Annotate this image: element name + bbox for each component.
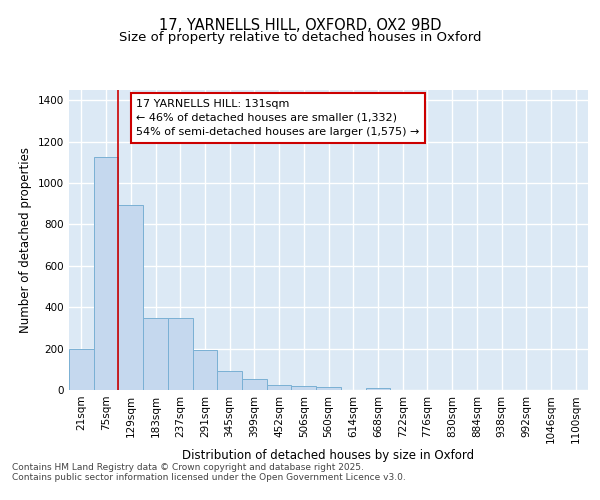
Bar — [316, 387, 341, 390]
Bar — [193, 350, 217, 390]
Text: 17 YARNELLS HILL: 131sqm
← 46% of detached houses are smaller (1,332)
54% of sem: 17 YARNELLS HILL: 131sqm ← 46% of detach… — [136, 99, 420, 137]
Text: Contains HM Land Registry data © Crown copyright and database right 2025.
Contai: Contains HM Land Registry data © Crown c… — [12, 462, 406, 482]
Bar — [168, 318, 193, 390]
Text: Size of property relative to detached houses in Oxford: Size of property relative to detached ho… — [119, 31, 481, 44]
Bar — [267, 385, 292, 390]
Bar — [69, 348, 94, 390]
Y-axis label: Number of detached properties: Number of detached properties — [19, 147, 32, 333]
Bar — [217, 372, 242, 390]
X-axis label: Distribution of detached houses by size in Oxford: Distribution of detached houses by size … — [182, 449, 475, 462]
Bar — [94, 157, 118, 390]
Bar — [292, 386, 316, 390]
Bar — [242, 378, 267, 390]
Text: 17, YARNELLS HILL, OXFORD, OX2 9BD: 17, YARNELLS HILL, OXFORD, OX2 9BD — [159, 18, 441, 32]
Bar — [143, 318, 168, 390]
Bar — [365, 388, 390, 390]
Bar — [118, 205, 143, 390]
